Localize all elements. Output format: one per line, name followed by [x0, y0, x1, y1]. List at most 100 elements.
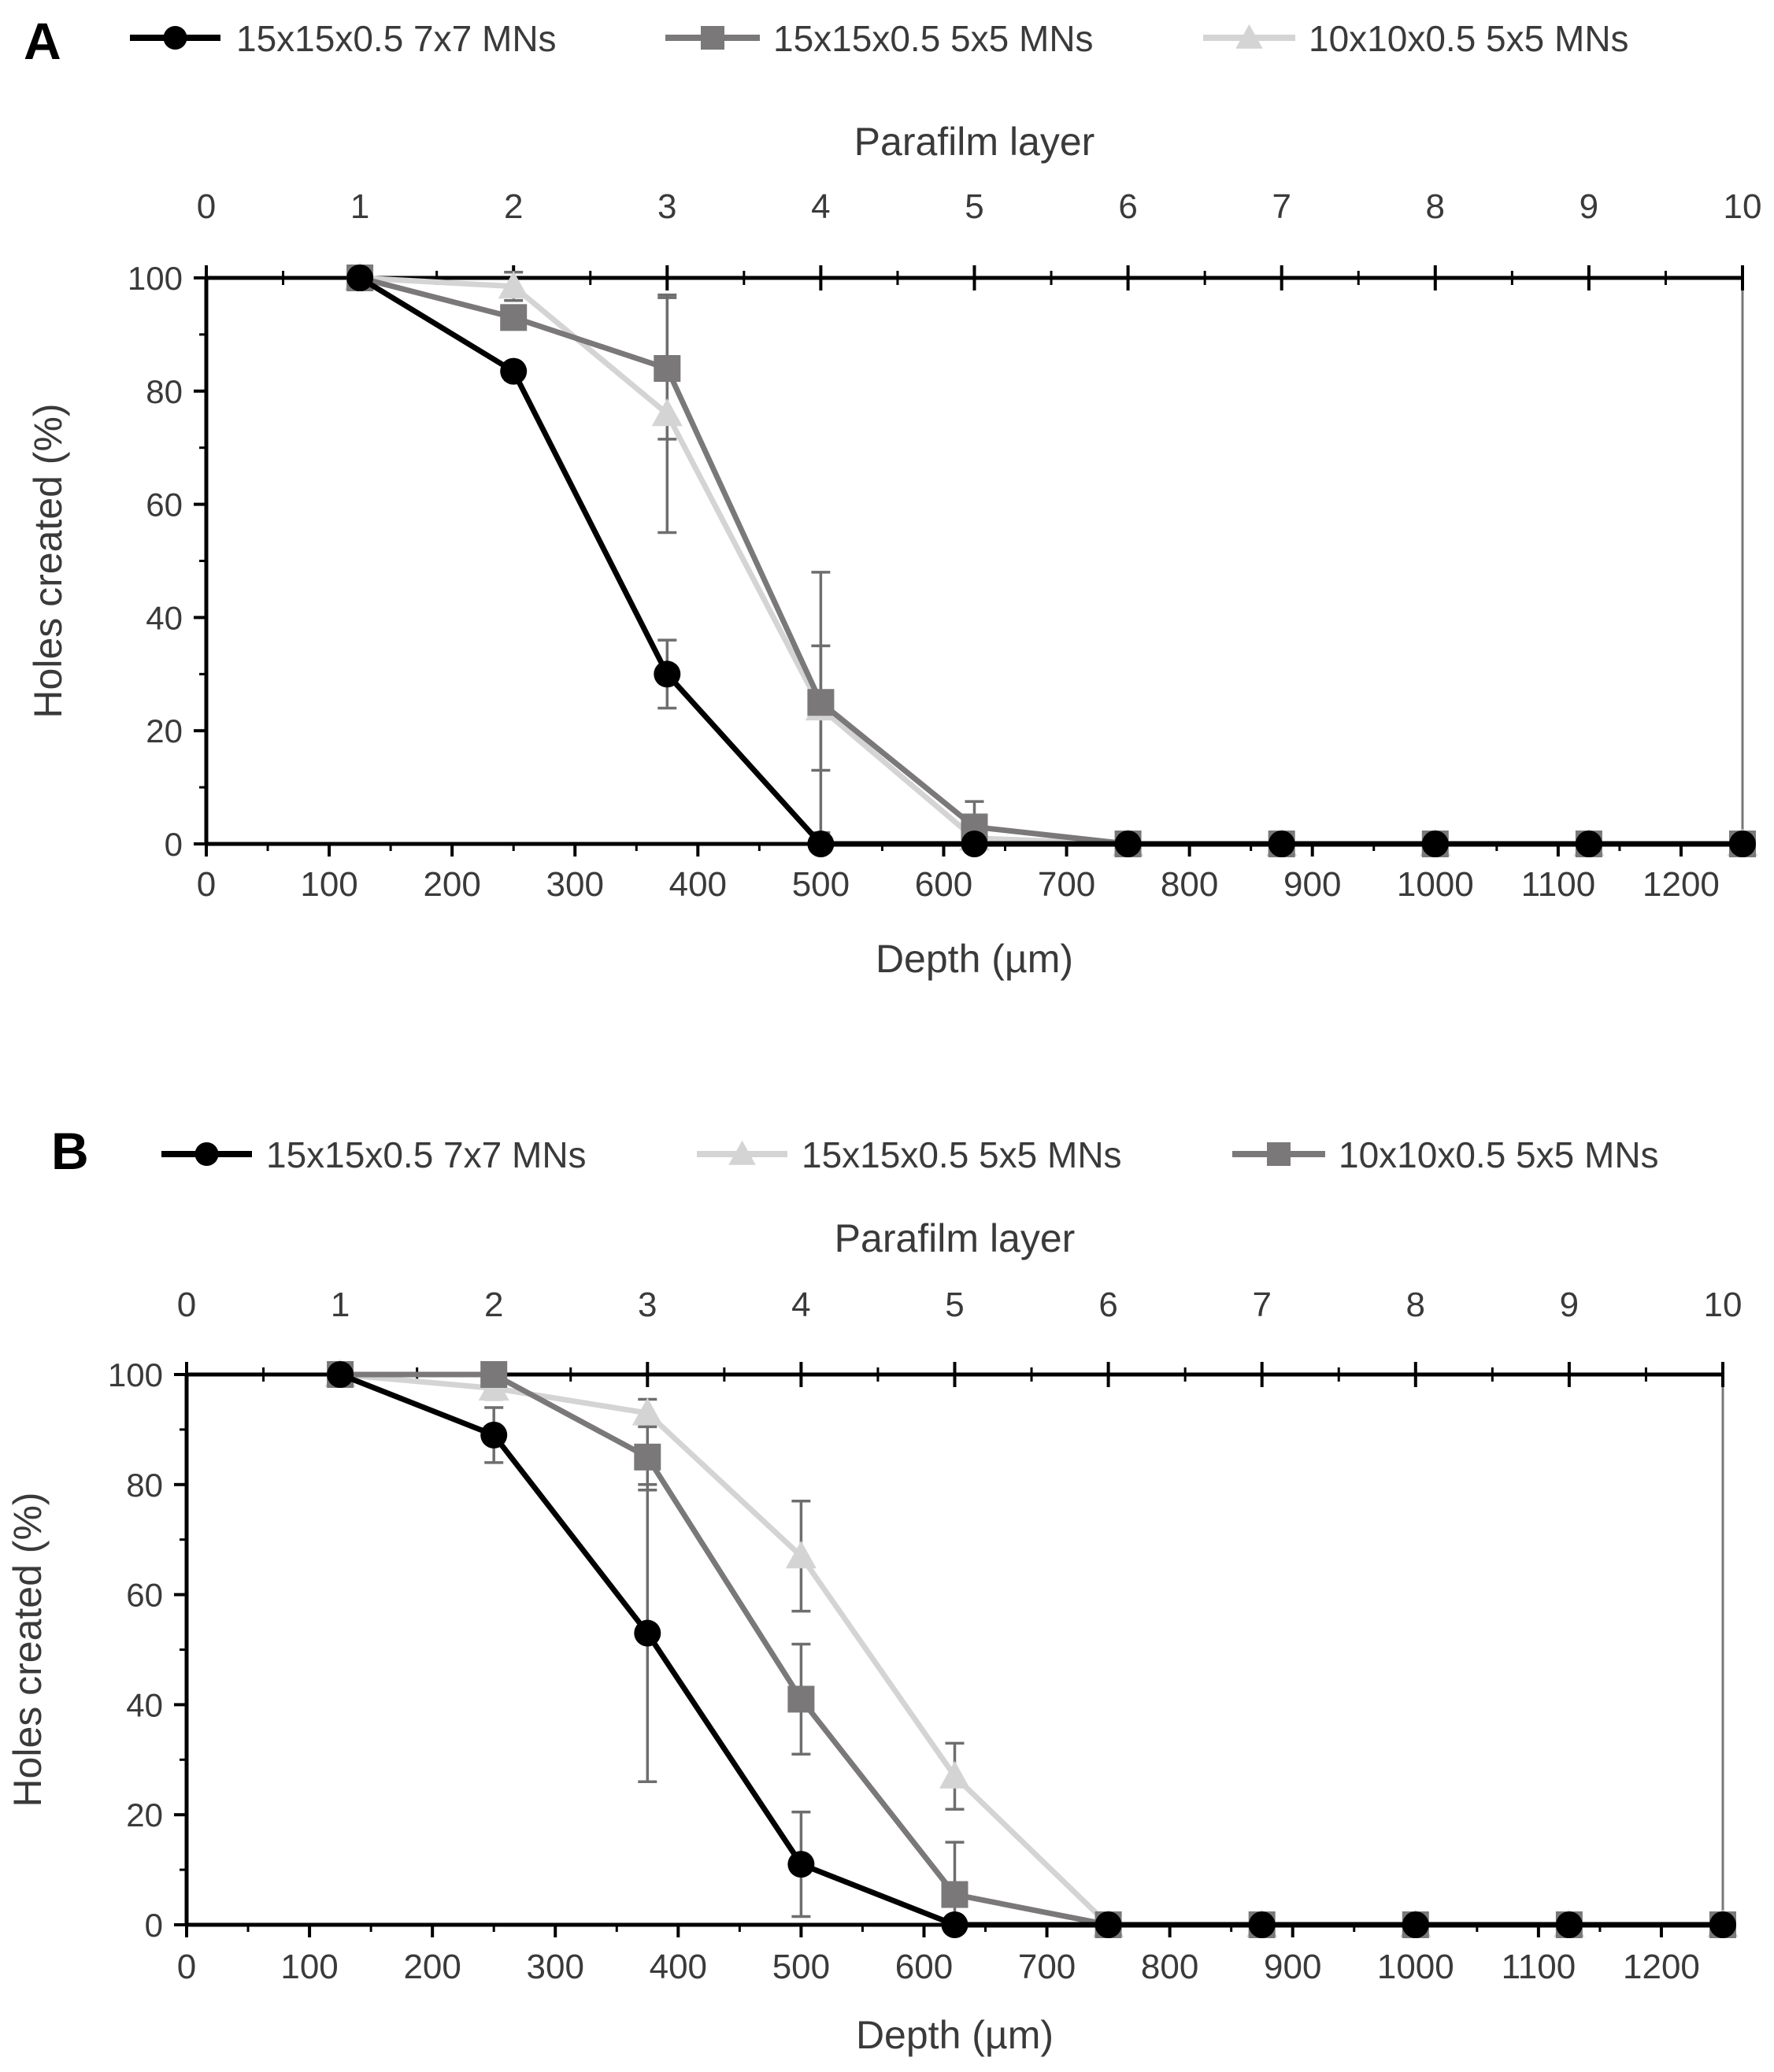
- x2-tick-label: 0: [177, 1286, 196, 1324]
- x-tick-label: 700: [1018, 1948, 1076, 1986]
- x-tick-label: 800: [1161, 865, 1218, 904]
- legend-marker: [1267, 1142, 1291, 1166]
- y-tick-label: 60: [146, 487, 183, 524]
- data-point: [327, 1361, 354, 1388]
- y-tick-label: 100: [108, 1356, 163, 1393]
- data-point: [654, 355, 681, 383]
- x-tick-label: 500: [792, 865, 850, 904]
- legend-marker: [701, 26, 724, 50]
- x-tick-label: 1200: [1643, 865, 1720, 904]
- x2-tick-label: 10: [1724, 187, 1762, 226]
- x-tick-label: 100: [300, 865, 357, 904]
- x2-tick-label: 9: [1580, 187, 1598, 226]
- x-axis-title: Depth (µm): [856, 2013, 1054, 2057]
- x-tick-label: 1200: [1623, 1948, 1700, 1986]
- data-point: [939, 1760, 971, 1789]
- x-tick-label: 600: [895, 1948, 953, 1986]
- x2-tick-label: 3: [657, 187, 676, 226]
- data-point: [787, 1851, 815, 1878]
- x-axis-title: Depth (µm): [876, 937, 1073, 981]
- x2-tick-label: 8: [1426, 187, 1445, 226]
- x-tick-label: 100: [280, 1948, 338, 1986]
- x-tick-label: 0: [177, 1948, 196, 1986]
- data-point: [941, 1881, 968, 1908]
- x2-tick-label: 6: [1098, 1286, 1117, 1324]
- x-tick-label: 500: [772, 1948, 830, 1986]
- x-tick-label: 900: [1264, 1948, 1321, 1986]
- x2-tick-label: 4: [791, 1286, 810, 1324]
- legend-marker: [1235, 24, 1263, 49]
- x2-tick-label: 0: [197, 187, 216, 226]
- legend-marker: [194, 1142, 219, 1166]
- y-tick-label: 40: [126, 1686, 163, 1723]
- y-tick-label: 60: [126, 1577, 163, 1614]
- x2-tick-label: 7: [1252, 1286, 1271, 1324]
- data-point: [498, 271, 529, 299]
- legend-marker: [163, 26, 187, 50]
- x2-tick-label: 1: [350, 187, 369, 226]
- x-tick-label: 900: [1283, 865, 1341, 904]
- x2-axis-title: Parafilm layer: [835, 1216, 1076, 1260]
- y-tick-label: 80: [146, 373, 183, 410]
- data-point: [346, 265, 374, 291]
- x2-tick-label: 5: [945, 1286, 964, 1324]
- x-tick-label: 400: [669, 865, 727, 904]
- x-tick-label: 0: [197, 865, 216, 904]
- y-tick-label: 0: [165, 826, 183, 863]
- panel-a: A 15x15x0.5 7x7 MNs 15x15x0.5 5x5 MNs 10x10…: [24, 12, 1761, 981]
- data-point: [785, 1541, 817, 1569]
- panel-letter: A: [24, 12, 61, 70]
- x2-tick-label: 1: [331, 1286, 350, 1324]
- y-tick-label: 40: [146, 599, 183, 636]
- x-tick-label: 400: [650, 1948, 707, 1986]
- x-tick-label: 200: [403, 1948, 461, 1986]
- legend-label: 15x15x0.5 7x7 MNs: [236, 18, 557, 59]
- y-axis-title: Holes created (%): [26, 403, 70, 718]
- x-tick-label: 800: [1141, 1948, 1198, 1986]
- x2-tick-label: 8: [1406, 1286, 1425, 1324]
- x-tick-label: 200: [423, 865, 480, 904]
- y-tick-label: 80: [126, 1467, 163, 1504]
- data-point: [787, 1685, 815, 1713]
- x2-tick-label: 9: [1560, 1286, 1579, 1324]
- data-point: [500, 304, 528, 331]
- panel-letter: B: [51, 1122, 89, 1180]
- data-point: [807, 689, 835, 716]
- data-point: [651, 398, 683, 427]
- data-point: [634, 1619, 661, 1647]
- data-point: [634, 1443, 661, 1471]
- data-point: [480, 1421, 508, 1449]
- x-tick-label: 1000: [1377, 1948, 1454, 1986]
- y-tick-label: 100: [128, 260, 183, 297]
- x-tick-label: 1100: [1521, 865, 1596, 904]
- legend-label: 15x15x0.5 5x5 MNs: [773, 18, 1094, 59]
- panel-b: B 15x15x0.5 7x7 MNs 15x15x0.5 5x5 MNs 10x10…: [6, 1122, 1742, 2057]
- data-point: [631, 1397, 663, 1426]
- x-tick-label: 1100: [1502, 1948, 1576, 1986]
- legend-label: 10x10x0.5 5x5 MNs: [1339, 1134, 1659, 1175]
- x2-axis-title: Parafilm layer: [854, 120, 1095, 164]
- x2-tick-label: 5: [965, 187, 983, 226]
- x2-tick-label: 6: [1118, 187, 1137, 226]
- y-tick-label: 20: [146, 712, 183, 749]
- x-tick-label: 300: [527, 1948, 584, 1986]
- x2-tick-label: 4: [811, 187, 830, 226]
- data-point: [480, 1361, 508, 1388]
- x2-tick-label: 7: [1272, 187, 1291, 226]
- legend-label: 15x15x0.5 5x5 MNs: [802, 1134, 1122, 1175]
- x2-tick-label: 3: [638, 1286, 657, 1324]
- x-tick-label: 1000: [1397, 865, 1474, 904]
- legend-label: 15x15x0.5 7x7 MNs: [266, 1134, 587, 1175]
- data-point: [500, 357, 528, 385]
- x-tick-label: 700: [1038, 865, 1095, 904]
- x-tick-label: 600: [915, 865, 972, 904]
- legend-label: 10x10x0.5 5x5 MNs: [1309, 18, 1629, 59]
- legend-marker: [728, 1140, 756, 1165]
- x2-tick-label: 10: [1704, 1286, 1743, 1324]
- x2-tick-label: 2: [504, 187, 523, 226]
- y-tick-label: 20: [126, 1796, 163, 1833]
- data-point: [654, 660, 681, 688]
- x-tick-label: 300: [546, 865, 604, 904]
- y-axis-title: Holes created (%): [6, 1492, 50, 1807]
